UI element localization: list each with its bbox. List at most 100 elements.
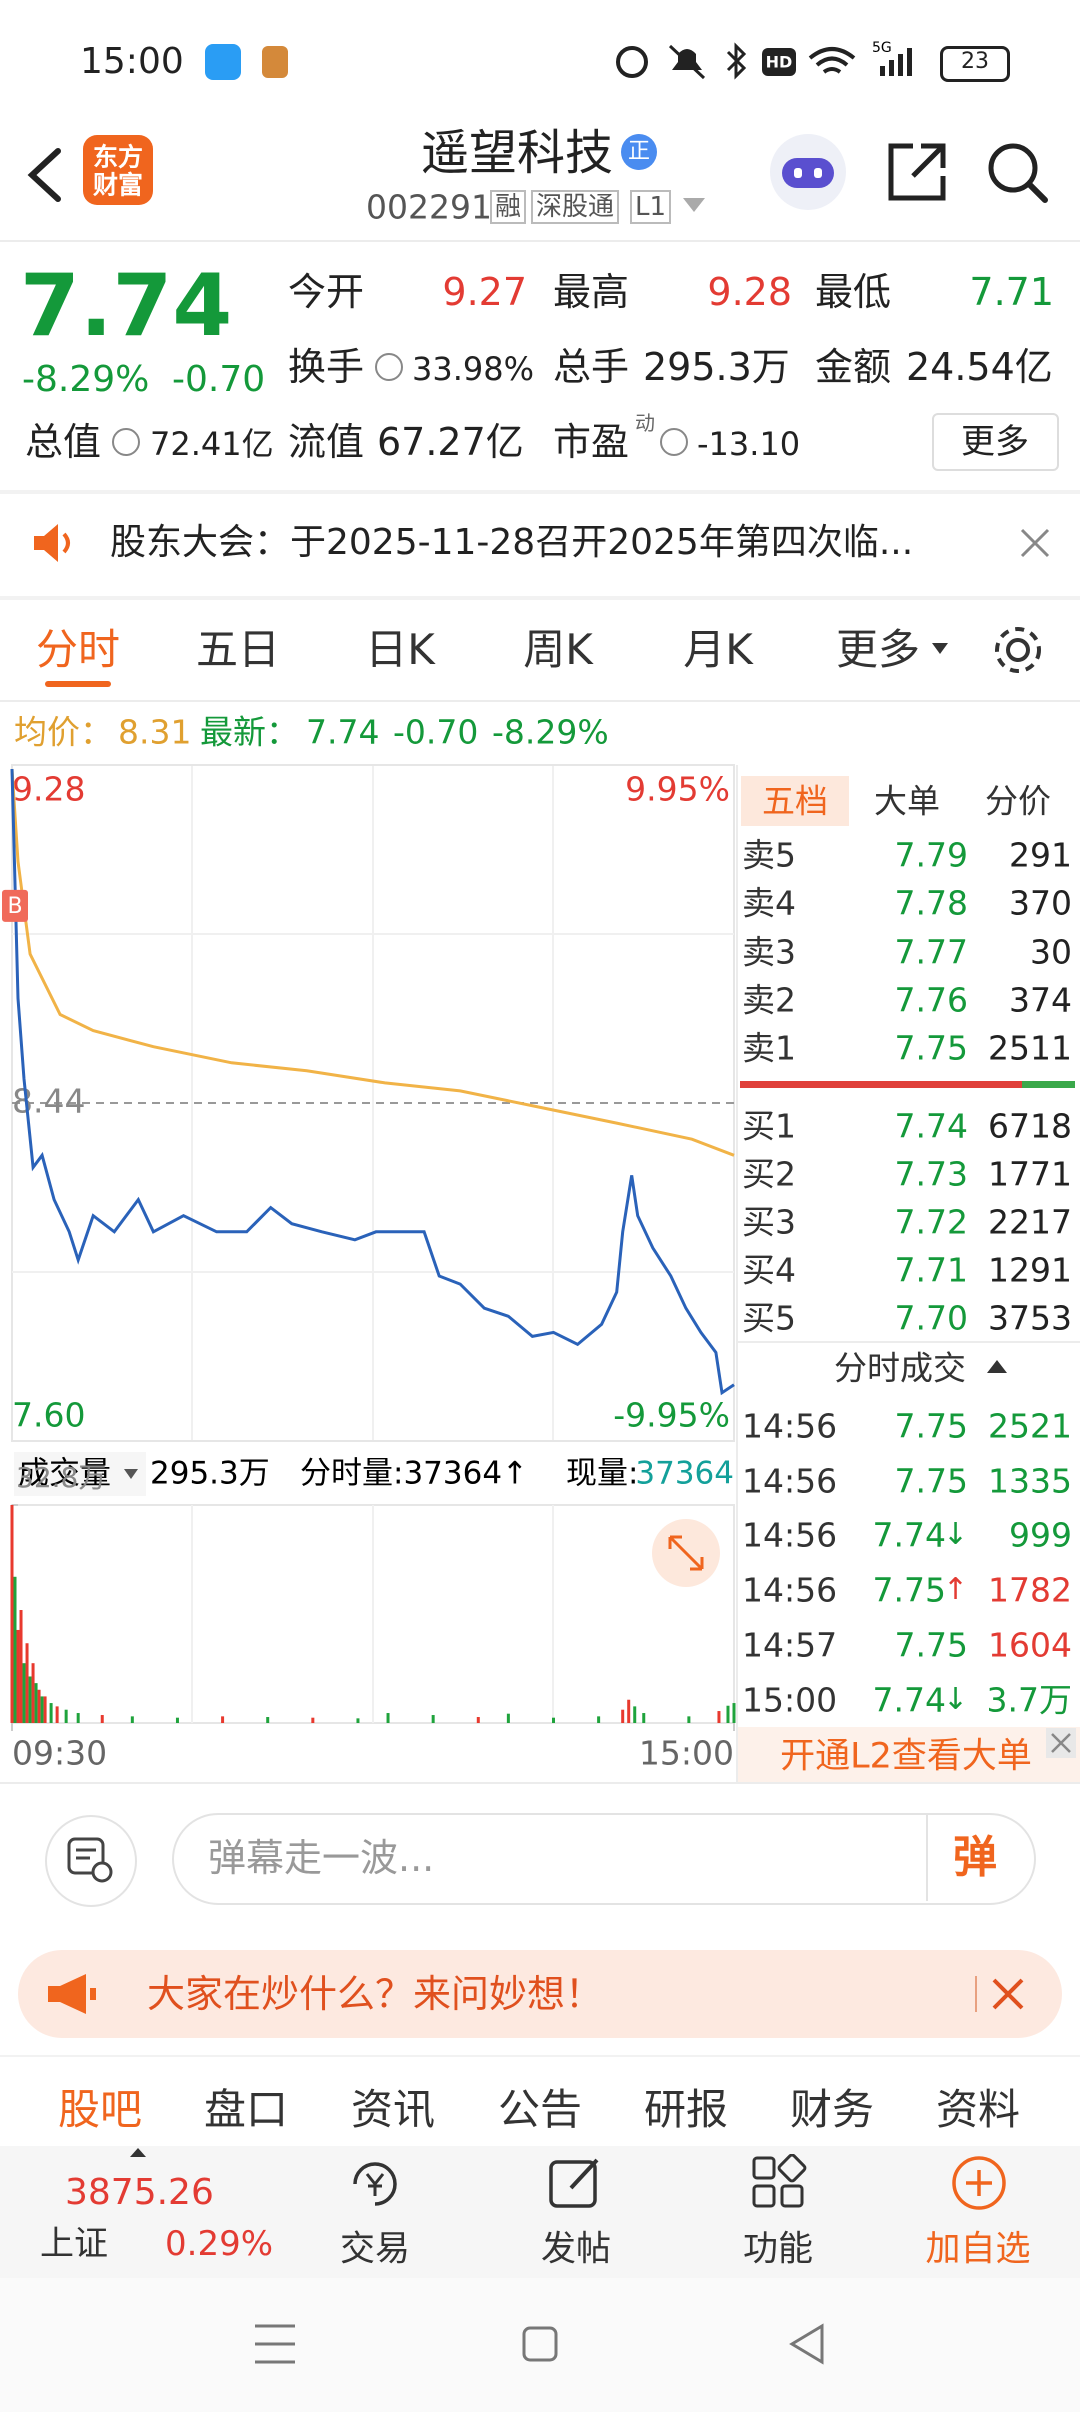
- hd-badge: [762, 48, 796, 76]
- wifi-icon: [808, 47, 856, 74]
- collapse-icon[interactable]: [987, 1358, 1007, 1374]
- book-price: 7.70: [894, 1298, 968, 1338]
- action-label[interactable]: 发帖: [540, 2229, 612, 2270]
- index-name[interactable]: 上证: [40, 2224, 108, 2264]
- volume-bar: [19, 1610, 23, 1723]
- book-volume: 30: [1030, 932, 1072, 972]
- share-button[interactable]: [885, 140, 949, 204]
- stat-value: -13.10: [697, 425, 801, 463]
- trade-icon[interactable]: [345, 2156, 405, 2212]
- more-button[interactable]: [932, 413, 1059, 471]
- stat-value: 7.71: [969, 270, 1054, 314]
- now-value: 37364: [635, 1456, 734, 1492]
- add-watch-icon[interactable]: [950, 2154, 1008, 2212]
- back-nav-button[interactable]: [789, 2323, 824, 2365]
- caret-icon: [130, 2148, 146, 2157]
- megaphone-icon: [48, 1974, 96, 2014]
- logo-text: 东方: [92, 142, 144, 172]
- settings-button[interactable]: [990, 622, 1046, 678]
- volume-label[interactable]: 成交量: [18, 1456, 111, 1492]
- divider: [0, 490, 1080, 494]
- banner-text[interactable]: 大家在炒什么？来问妙想！: [147, 1972, 604, 2016]
- close-banner[interactable]: [992, 1978, 1024, 2010]
- book-tab[interactable]: 大单: [874, 781, 940, 821]
- book-tab[interactable]: 五档: [762, 781, 828, 821]
- trade-marker-label: B: [7, 894, 22, 919]
- search-button[interactable]: [985, 140, 1049, 204]
- tab[interactable]: 周K: [523, 625, 593, 674]
- stock-code: 002291: [366, 187, 492, 227]
- ask-banner[interactable]: [18, 1950, 1062, 2038]
- book-label: 卖2: [742, 980, 796, 1020]
- tab[interactable]: 更多: [835, 625, 921, 674]
- sub-tab[interactable]: 财务: [789, 2085, 875, 2134]
- divider: [926, 1815, 928, 1901]
- status-time: 15:00: [80, 41, 184, 82]
- book-label: 买1: [742, 1106, 796, 1146]
- danmaku-placeholder[interactable]: 弹幕走一波...: [208, 1836, 435, 1880]
- dropdown-icon[interactable]: [683, 198, 705, 214]
- info-icon[interactable]: [660, 428, 688, 456]
- mute-slash: [668, 44, 706, 80]
- divider: [975, 1976, 977, 2012]
- post-icon[interactable]: [547, 2154, 605, 2212]
- sub-tab[interactable]: 股吧: [57, 2085, 143, 2134]
- stat-sup: 动: [635, 411, 655, 435]
- volume-selector[interactable]: [14, 1452, 146, 1496]
- signal-bar: [898, 54, 903, 76]
- app-icon: [205, 44, 241, 80]
- sub-tab[interactable]: 公告: [497, 2085, 583, 2134]
- volume-bar: [552, 1717, 555, 1723]
- close-notice[interactable]: [1020, 528, 1050, 558]
- trade-volume: 1335: [988, 1461, 1072, 1501]
- volume-bar: [76, 1713, 80, 1723]
- ask-pressure-bar: [740, 1081, 1022, 1088]
- alarm-icon: [616, 46, 648, 78]
- back-button[interactable]: [20, 145, 70, 205]
- change-pct: -8.29%: [22, 359, 150, 400]
- info-icon[interactable]: [112, 428, 140, 456]
- ai-assistant[interactable]: [768, 132, 848, 212]
- action-label[interactable]: 交易: [339, 2229, 411, 2270]
- trade-volume: 1782: [988, 1570, 1072, 1610]
- volume-bar: [732, 1703, 736, 1723]
- book-volume: 1771: [988, 1154, 1072, 1194]
- menu-button[interactable]: [255, 2324, 295, 2364]
- book-volume: 2511: [988, 1028, 1072, 1068]
- sub-tab[interactable]: 资讯: [350, 2085, 436, 2134]
- tab[interactable]: 日K: [365, 625, 435, 674]
- action-label[interactable]: 加自选: [925, 2229, 1031, 2270]
- sub-tab[interactable]: 盘口: [203, 2085, 289, 2134]
- danmaku-input[interactable]: [172, 1813, 1036, 1905]
- close-l2[interactable]: [1046, 1728, 1076, 1758]
- trade-price: 7.74: [872, 1680, 946, 1720]
- stat-value: 67.27亿: [377, 420, 524, 464]
- info-icon[interactable]: [375, 353, 403, 381]
- action-label[interactable]: 功能: [742, 2229, 814, 2270]
- function-icon[interactable]: [750, 2154, 808, 2212]
- tab[interactable]: 月K: [683, 625, 753, 674]
- l2-banner[interactable]: [738, 1727, 1080, 1782]
- more-button-text[interactable]: 更多: [961, 422, 1029, 462]
- logo-text: 财富: [92, 170, 144, 200]
- notice-text[interactable]: 股东大会：于2025-11-28召开2025年第四次临...: [110, 522, 914, 563]
- book-tab[interactable]: 分价: [985, 781, 1051, 821]
- sub-tab[interactable]: 资料: [935, 2085, 1021, 2134]
- divider: [0, 240, 1080, 242]
- tab[interactable]: 五日: [195, 625, 281, 674]
- tab[interactable]: 分时: [35, 625, 121, 674]
- sub-tab[interactable]: 研报: [643, 2085, 729, 2134]
- l2-text[interactable]: 开通L2查看大单: [780, 1736, 1032, 1777]
- home-button[interactable]: [522, 2326, 558, 2362]
- danmaku-button[interactable]: 弹: [953, 1832, 997, 1883]
- index-value[interactable]: 3875.26: [65, 2172, 214, 2213]
- danmaku-settings[interactable]: [45, 1815, 137, 1907]
- book-label: 买5: [742, 1298, 796, 1338]
- y2-tick-label: -9.95%: [613, 1396, 730, 1435]
- stat-value: 295.3万: [643, 345, 790, 389]
- volume-bar: [221, 1716, 225, 1723]
- hd-text: HD: [766, 53, 793, 72]
- index-pct[interactable]: 0.29%: [165, 2224, 274, 2264]
- volume-bar: [506, 1713, 510, 1723]
